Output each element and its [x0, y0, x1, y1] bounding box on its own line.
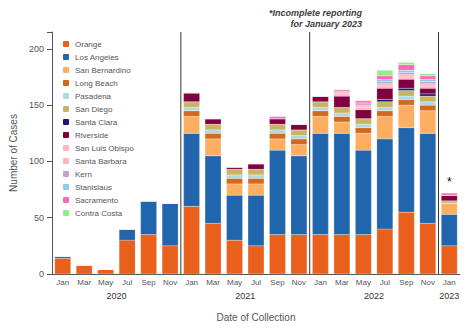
svg-text:2021: 2021	[235, 291, 255, 301]
svg-text:150: 150	[29, 100, 44, 110]
svg-text:*Incomplete reporting: *Incomplete reporting	[269, 8, 363, 18]
svg-text:2022: 2022	[364, 291, 384, 301]
svg-text:Mar: Mar	[206, 278, 220, 287]
svg-text:Mar: Mar	[335, 278, 349, 287]
svg-text:Jan: Jan	[56, 278, 69, 287]
svg-text:100: 100	[29, 156, 44, 166]
svg-text:Jul: Jul	[251, 278, 261, 287]
svg-text:Santa Clara: Santa Clara	[75, 118, 118, 127]
svg-text:Jan: Jan	[314, 278, 327, 287]
svg-text:Mar: Mar	[77, 278, 91, 287]
svg-text:Sep: Sep	[399, 278, 414, 287]
svg-text:Nov: Nov	[292, 278, 306, 287]
svg-text:Orange: Orange	[75, 40, 102, 49]
svg-text:Santa Barbara: Santa Barbara	[75, 157, 127, 166]
svg-text:Nov: Nov	[163, 278, 177, 287]
svg-text:Riverside: Riverside	[75, 131, 109, 140]
svg-text:2020: 2020	[106, 291, 126, 301]
svg-text:May: May	[227, 278, 242, 287]
svg-text:May: May	[356, 278, 371, 287]
svg-text:Kern: Kern	[75, 170, 92, 179]
svg-text:Contra Costa: Contra Costa	[75, 209, 123, 218]
svg-text:May: May	[98, 278, 113, 287]
svg-text:Sep: Sep	[270, 278, 285, 287]
svg-text:San Luis Obispo: San Luis Obispo	[75, 144, 134, 153]
svg-text:Stanislaus: Stanislaus	[75, 183, 112, 192]
svg-text:Long Beach: Long Beach	[75, 79, 118, 88]
svg-text:Jan: Jan	[185, 278, 198, 287]
svg-text:Jan: Jan	[443, 278, 456, 287]
svg-text:San Diego: San Diego	[75, 105, 113, 114]
svg-text:50: 50	[34, 213, 44, 223]
svg-text:San Bernardino: San Bernardino	[75, 66, 131, 75]
svg-text:Jul: Jul	[122, 278, 132, 287]
svg-text:Number of Cases: Number of Cases	[8, 114, 19, 192]
svg-text:for January 2023: for January 2023	[290, 19, 362, 29]
svg-text:*: *	[447, 175, 452, 189]
svg-text:0: 0	[39, 269, 44, 279]
svg-text:Sacramento: Sacramento	[75, 196, 119, 205]
svg-text:Date of Collection: Date of Collection	[217, 312, 296, 323]
svg-text:Pasadena: Pasadena	[75, 92, 112, 101]
svg-text:Los Angeles: Los Angeles	[75, 53, 119, 62]
svg-text:2023: 2023	[439, 291, 459, 301]
svg-text:Jul: Jul	[380, 278, 390, 287]
svg-text:Nov: Nov	[421, 278, 435, 287]
svg-text:200: 200	[29, 44, 44, 54]
svg-text:Sep: Sep	[142, 278, 157, 287]
